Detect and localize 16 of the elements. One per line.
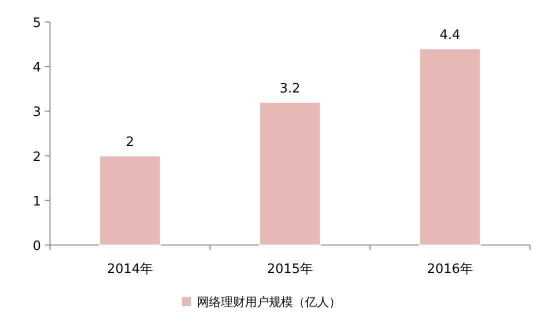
- data-label: 3.2: [280, 81, 300, 96]
- y-tick-label: 4: [32, 60, 41, 76]
- data-label: 4.4: [440, 28, 460, 43]
- y-tick-label: 1: [32, 194, 41, 210]
- legend-label: 网络理财用户规模（亿人）: [197, 295, 341, 309]
- data-label: 2: [126, 134, 134, 150]
- y-tick-label: 3: [32, 105, 41, 120]
- x-tick-label: 2014年: [106, 262, 154, 277]
- y-tick-label: 2: [32, 150, 41, 165]
- x-tick-label: 2015年: [266, 262, 314, 277]
- y-tick-label: 5: [32, 16, 41, 31]
- x-tick-label: 2016年: [426, 262, 474, 277]
- bar: [259, 102, 321, 246]
- bar: [419, 48, 481, 246]
- y-tick-label: 0: [32, 239, 41, 254]
- bar: [99, 155, 161, 246]
